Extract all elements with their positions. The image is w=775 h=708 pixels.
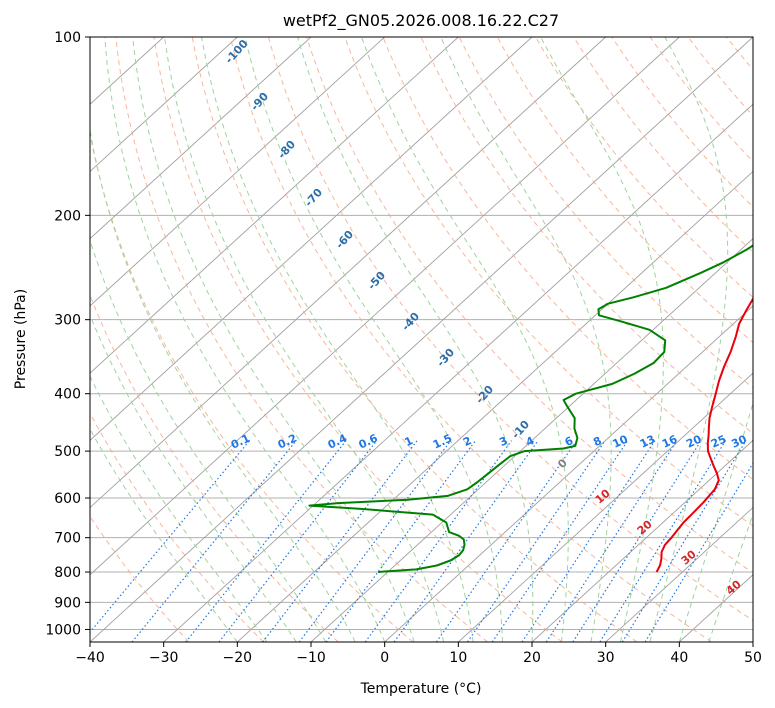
x-tick-label: 0 <box>380 650 389 666</box>
dry-adiabat-line <box>306 37 753 574</box>
isotherm-line <box>90 37 753 642</box>
mixing-ratio-line <box>545 440 678 642</box>
isotherm-line <box>531 439 753 642</box>
mixing-ratio-lines <box>90 440 753 642</box>
mixing-ratio-line <box>393 440 539 642</box>
chart-title: wetPf2_GN05.2026.008.16.22.C27 <box>283 11 559 31</box>
isotherm-line <box>310 238 753 642</box>
dry-adiabat-line <box>268 37 753 622</box>
y-tick-label: 700 <box>54 531 81 547</box>
dry-adiabat-line <box>115 37 488 642</box>
dry-adiabat-line <box>344 37 753 527</box>
y-tick-label: 500 <box>54 444 81 460</box>
dry-adiabat-line <box>191 37 638 642</box>
x-tick-label: −10 <box>296 650 326 666</box>
moist-adiabat-line <box>104 37 386 642</box>
x-tick-label: −20 <box>223 650 253 666</box>
moist-adiabat-line <box>201 37 474 642</box>
mixing-ratio-label: 30 <box>729 432 749 450</box>
x-axis-label: Temperature (°C) <box>360 681 482 697</box>
isotherm-line <box>90 37 459 374</box>
dry-adiabat-line <box>458 37 753 389</box>
isotherm-line <box>90 37 680 576</box>
plot-frame <box>89 36 754 643</box>
mixing-ratio-line <box>435 440 578 642</box>
isotherm-line <box>90 37 238 173</box>
y-tick-label: 100 <box>54 30 81 46</box>
isotherm-line <box>237 170 753 642</box>
x-axis-ticks: −40 −30 −20 −10 0 10 20 30 40 50 <box>75 642 762 666</box>
moist-adiabat-line <box>297 37 534 642</box>
mixing-ratio-line <box>364 440 513 642</box>
mixing-ratio-line <box>185 440 347 642</box>
mixing-ratio-label: 25 <box>709 433 728 451</box>
x-tick-label: 50 <box>744 650 762 666</box>
isobar-gridlines <box>90 37 753 630</box>
x-tick-label: 10 <box>449 650 467 666</box>
isotherm-line <box>458 372 753 642</box>
y-tick-label: 400 <box>54 387 81 403</box>
dewpoint-profile-line <box>308 244 753 573</box>
y-axis-label: Pressure (hPa) <box>13 289 29 389</box>
moist-adiabat-line <box>132 37 415 642</box>
x-tick-label: 20 <box>523 650 541 666</box>
dry-adiabat-line <box>496 37 753 344</box>
mixing-ratio-line <box>644 462 753 642</box>
isotherm-line <box>90 37 385 307</box>
mixing-ratio-line <box>467 440 606 642</box>
moist-adiabat-line <box>90 427 238 642</box>
x-tick-label: 40 <box>670 650 688 666</box>
y-tick-label: 1000 <box>45 622 81 638</box>
x-tick-label: −30 <box>149 650 179 666</box>
moist-adiabat-line <box>90 313 297 642</box>
isotherm-line <box>605 506 753 642</box>
mixing-ratio-line <box>325 440 476 642</box>
y-tick-label: 600 <box>54 491 81 507</box>
y-tick-label: 800 <box>54 565 81 581</box>
x-tick-label: −40 <box>75 650 105 666</box>
dry-adiabat-line <box>90 515 190 642</box>
moist-adiabat-line <box>649 37 729 642</box>
isotherm-line <box>90 37 533 441</box>
dry-adiabat-line <box>90 412 264 642</box>
mixing-ratio-label: 16 <box>660 432 680 450</box>
moist-adiabats <box>90 37 753 642</box>
isotherm-gridlines <box>90 37 753 642</box>
dry-adiabat-line <box>90 293 339 642</box>
mixing-ratio-label: 10 <box>611 432 631 450</box>
isotherm-line <box>90 37 606 509</box>
y-tick-label: 300 <box>54 313 81 329</box>
dry-adiabat-line <box>90 131 414 642</box>
mixing-ratio-line <box>621 440 747 642</box>
mixing-ratio-label: 36 <box>750 432 770 450</box>
dry-adiabat-line <box>229 37 712 642</box>
isotherm-line <box>384 305 753 642</box>
mixing-ratio-line <box>131 440 297 642</box>
moist-adiabat-line <box>361 37 569 642</box>
sounding-profiles <box>308 244 753 573</box>
mixing-ratio-label: 20 <box>684 432 704 450</box>
y-axis-ticks: 100 200 300 400 500 600 700 800 900 1000 <box>45 30 90 638</box>
y-tick-label: 900 <box>54 595 81 611</box>
isotherm-line <box>90 37 312 240</box>
moist-adiabat-line <box>90 238 327 642</box>
moist-adiabat-line <box>244 37 503 642</box>
x-tick-label: 30 <box>597 650 615 666</box>
mixing-ratio-line <box>521 440 656 642</box>
temperature-profile-line <box>655 296 753 573</box>
moist-adiabat-line <box>678 401 753 642</box>
dry-adiabat-line <box>153 37 563 642</box>
moist-adiabat-line <box>440 37 612 642</box>
mixing-ratio-line <box>491 440 629 642</box>
y-tick-label: 200 <box>54 208 81 224</box>
dry-adiabats <box>90 37 753 642</box>
isotherm-line <box>163 103 753 642</box>
moist-adiabat-line <box>90 127 356 642</box>
mixing-ratio-line <box>218 440 378 642</box>
moist-adiabat-line <box>164 37 445 642</box>
moist-adiabat-line <box>90 375 268 642</box>
mixing-ratio-label: 13 <box>638 433 657 451</box>
